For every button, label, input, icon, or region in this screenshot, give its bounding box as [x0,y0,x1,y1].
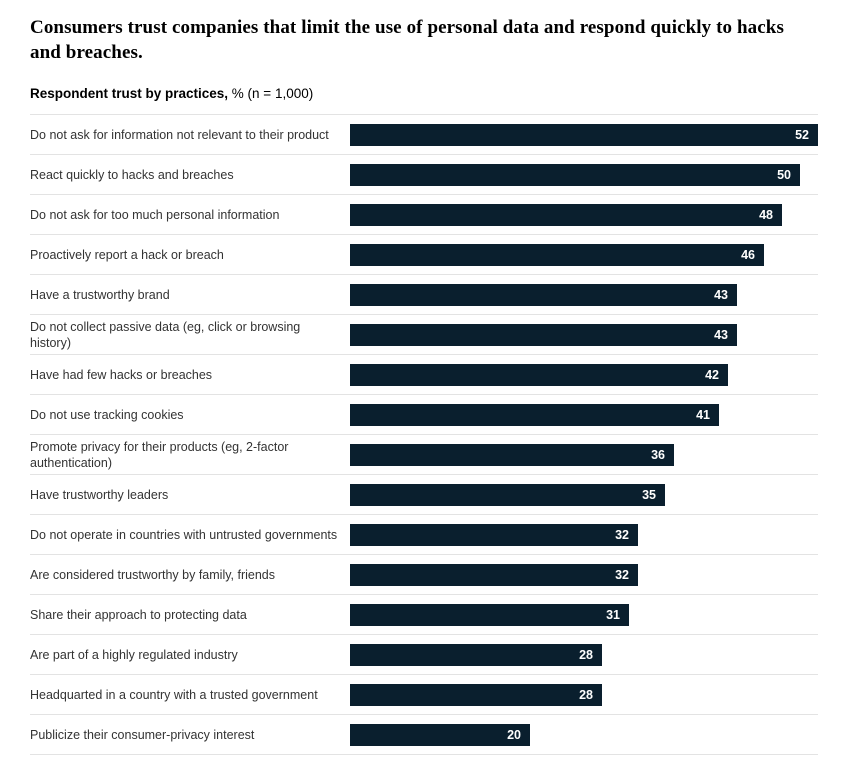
bar: 36 [350,443,674,466]
bar-value-label: 35 [642,487,656,502]
bar-value-label: 32 [615,527,629,542]
bar: 52 [350,123,818,146]
bar-track: 48 [350,203,818,226]
bar: 31 [350,603,629,626]
bar-track: 43 [350,323,818,346]
bar-track: 50 [350,163,818,186]
bar: 50 [350,163,800,186]
chart-row: Promote privacy for their products (eg, … [30,434,818,474]
bar: 43 [350,323,737,346]
chart-row: Are considered trustworthy by family, fr… [30,554,818,594]
bar-value-label: 48 [759,207,773,222]
category-label: Have trustworthy leaders [30,487,169,502]
chart-row: Proactively report a hack or breach 46 [30,234,818,274]
bar-chart: Do not ask for information not relevant … [30,114,818,756]
category-label: React quickly to hacks and breaches [30,167,234,182]
bar-track: 42 [350,363,818,386]
bar-value-label: 43 [714,287,728,302]
bar-track: 32 [350,523,818,546]
bar: 43 [350,283,737,306]
chart-row: Headquarted in a country with a trusted … [30,674,818,714]
category-label: Share their approach to protecting data [30,607,247,622]
chart-row: Share their approach to protecting data 3… [30,594,818,634]
bar-value-label: 28 [579,687,593,702]
category-label: Do not ask for too much personal informa… [30,207,280,222]
bar-value-label: 28 [579,647,593,662]
category-label: Have a trustworthy brand [30,287,170,302]
bar-value-label: 50 [777,167,791,182]
bar-track: 52 [350,123,818,146]
bar-value-label: 36 [651,447,665,462]
bar: 41 [350,403,719,426]
bar-track: 46 [350,243,818,266]
bar: 46 [350,243,764,266]
bar: 35 [350,483,665,506]
category-label: Are part of a highly regulated industry [30,647,238,662]
chart-row: Are part of a highly regulated industry 2… [30,634,818,674]
bar: 20 [350,723,530,746]
bar-track: 35 [350,483,818,506]
category-label: Do not collect passive data (eg, click o… [30,319,301,350]
category-label: Do not use tracking cookies [30,407,184,422]
bar: 42 [350,363,728,386]
bar-value-label: 52 [795,127,809,142]
chart-row: Do not collect passive data (eg, click o… [30,314,818,354]
bar: 28 [350,683,602,706]
bar-value-label: 42 [705,367,719,382]
bar-value-label: 43 [714,327,728,342]
bar: 32 [350,563,638,586]
chart-row: Do not operate in countries with untrust… [30,514,818,554]
bar: 32 [350,523,638,546]
chart-row: Publicize their consumer-privacy interes… [30,714,818,754]
bar-track: 43 [350,283,818,306]
category-label: Promote privacy for their products (eg, … [30,439,289,470]
chart-row: Have trustworthy leaders 35 [30,474,818,514]
category-label: Are considered trustworthy by family, fr… [30,567,276,582]
bar-track: 20 [350,723,818,746]
category-label: Publicize their consumer-privacy interes… [30,727,255,742]
bar-value-label: 20 [507,727,521,742]
bar-track: 32 [350,563,818,586]
chart-subtitle: Respondent trust by practices, % (n = 1,… [30,86,818,101]
bar: 28 [350,643,602,666]
chart-subtitle-unit: % (n = 1,000) [228,86,314,102]
chart-subtitle-bold: Respondent trust by practices, [30,86,229,102]
chart-title: Consumers trust companies that limit the… [30,17,784,63]
chart-row: Do not ask for too much personal informa… [30,194,818,234]
bar-value-label: 32 [615,567,629,582]
category-label: Do not ask for information not relevant … [30,127,329,142]
category-label: Have had few hacks or breaches [30,367,213,382]
chart-row: Have a trustworthy brand 43 [30,274,818,314]
bar-track: 28 [350,643,818,666]
chart-row: Do not use tracking cookies 41 [30,394,818,434]
chart-row: React quickly to hacks and breaches 50 [30,154,818,194]
chart-row: Have had few hacks or breaches 42 [30,354,818,394]
bar-track: 31 [350,603,818,626]
bar: 48 [350,203,782,226]
chart-row: Do not ask for information not relevant … [30,114,818,154]
bar-value-label: 46 [741,247,755,262]
bar-track: 28 [350,683,818,706]
bar-value-label: 41 [696,407,710,422]
bar-track: 41 [350,403,818,426]
category-label: Do not operate in countries with untrust… [30,527,338,542]
category-label: Proactively report a hack or breach [30,247,224,262]
category-label: Headquarted in a country with a trusted … [30,687,318,702]
bar-track: 36 [350,443,818,466]
bar-value-label: 31 [606,607,620,622]
